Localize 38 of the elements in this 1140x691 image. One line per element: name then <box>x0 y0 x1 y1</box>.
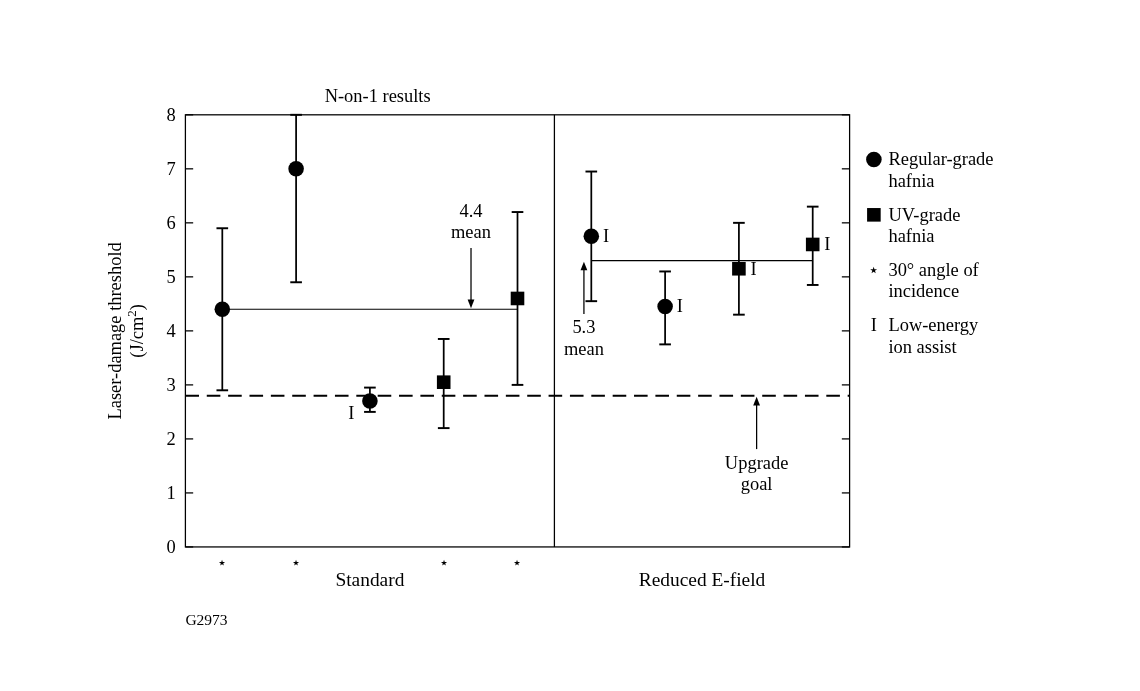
text: Reduced E-field <box>638 568 766 590</box>
text: Standard <box>335 568 405 590</box>
data-label: I <box>348 402 355 423</box>
data-label: I <box>676 296 683 317</box>
annotation: 4.4 mean <box>451 201 491 243</box>
y-tick-label: 3 <box>166 375 176 396</box>
y-tick-label: 4 <box>166 321 176 342</box>
point <box>288 161 304 177</box>
point <box>510 291 525 306</box>
x-tick-label: ⋆ <box>512 554 523 572</box>
ref-line-label: Upgrade goal <box>724 452 789 494</box>
y-tick-label: 1 <box>166 483 176 504</box>
text: ⋆ 30° angle of incidence <box>868 260 980 302</box>
x-tick-label: ⋆ <box>291 554 302 572</box>
data-label: I <box>602 226 610 247</box>
x-tick-label: ⋆ <box>217 554 228 572</box>
legend-label: UV-grade hafnia <box>888 204 961 247</box>
annotation: 5.3 mean <box>563 317 604 359</box>
y-tick-label: 8 <box>166 105 176 126</box>
y-tick-label: 5 <box>166 267 176 288</box>
legend-label: Regular-grade hafnia <box>888 149 994 191</box>
text: I Low-energy ion assist <box>870 315 979 357</box>
y-tick-label: 7 <box>166 159 176 180</box>
text: G2973 <box>185 610 228 628</box>
data-label: I <box>750 258 757 279</box>
y-tick-label: 2 <box>166 429 176 450</box>
point <box>657 298 673 315</box>
point <box>732 261 746 276</box>
point <box>214 301 231 318</box>
y-tick-label: 0 <box>166 537 176 558</box>
point <box>362 393 378 409</box>
chart-title: N-on-1 results <box>324 86 431 107</box>
data-label: I <box>824 234 831 255</box>
point <box>436 375 451 389</box>
point <box>583 228 600 245</box>
x-tick-label: ⋆ <box>438 554 449 572</box>
y-tick-label: 6 <box>166 213 176 234</box>
point <box>805 237 820 252</box>
